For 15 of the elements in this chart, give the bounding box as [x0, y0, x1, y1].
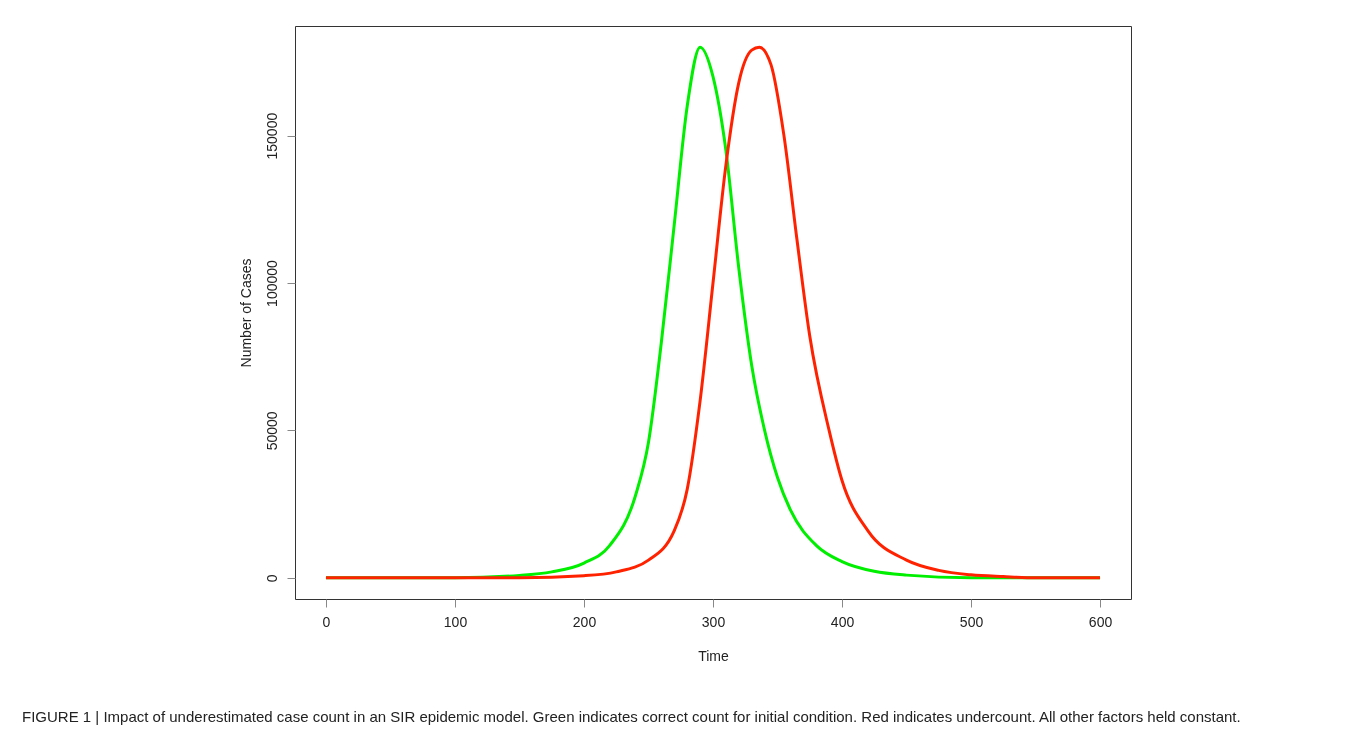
x-tick-label: 0	[322, 613, 331, 630]
y-tick-label: 0	[263, 574, 280, 583]
x-tick-label: 300	[701, 613, 726, 630]
y-tick-label: 100000	[263, 259, 280, 307]
y-tick-label: 150000	[263, 112, 280, 160]
x-tick-label: 400	[830, 613, 855, 630]
x-tick-label: 100	[443, 613, 468, 630]
caption: FIGURE 1 | Impact of underestimated case count in an SIR epidemic model. Green indicates correct count for initial condition. Red indicates undercount. All other factors held constant.	[22, 707, 1242, 727]
x-axis-title: Time	[698, 647, 730, 664]
line-series	[324, 45, 1102, 580]
x-tick-label: 500	[959, 613, 984, 630]
x-tick-label: 200	[572, 613, 597, 630]
y-axis-title: Number of Cases	[237, 258, 254, 368]
x-tick-label: 600	[1088, 613, 1113, 630]
y-tick-label: 50000	[263, 411, 280, 451]
